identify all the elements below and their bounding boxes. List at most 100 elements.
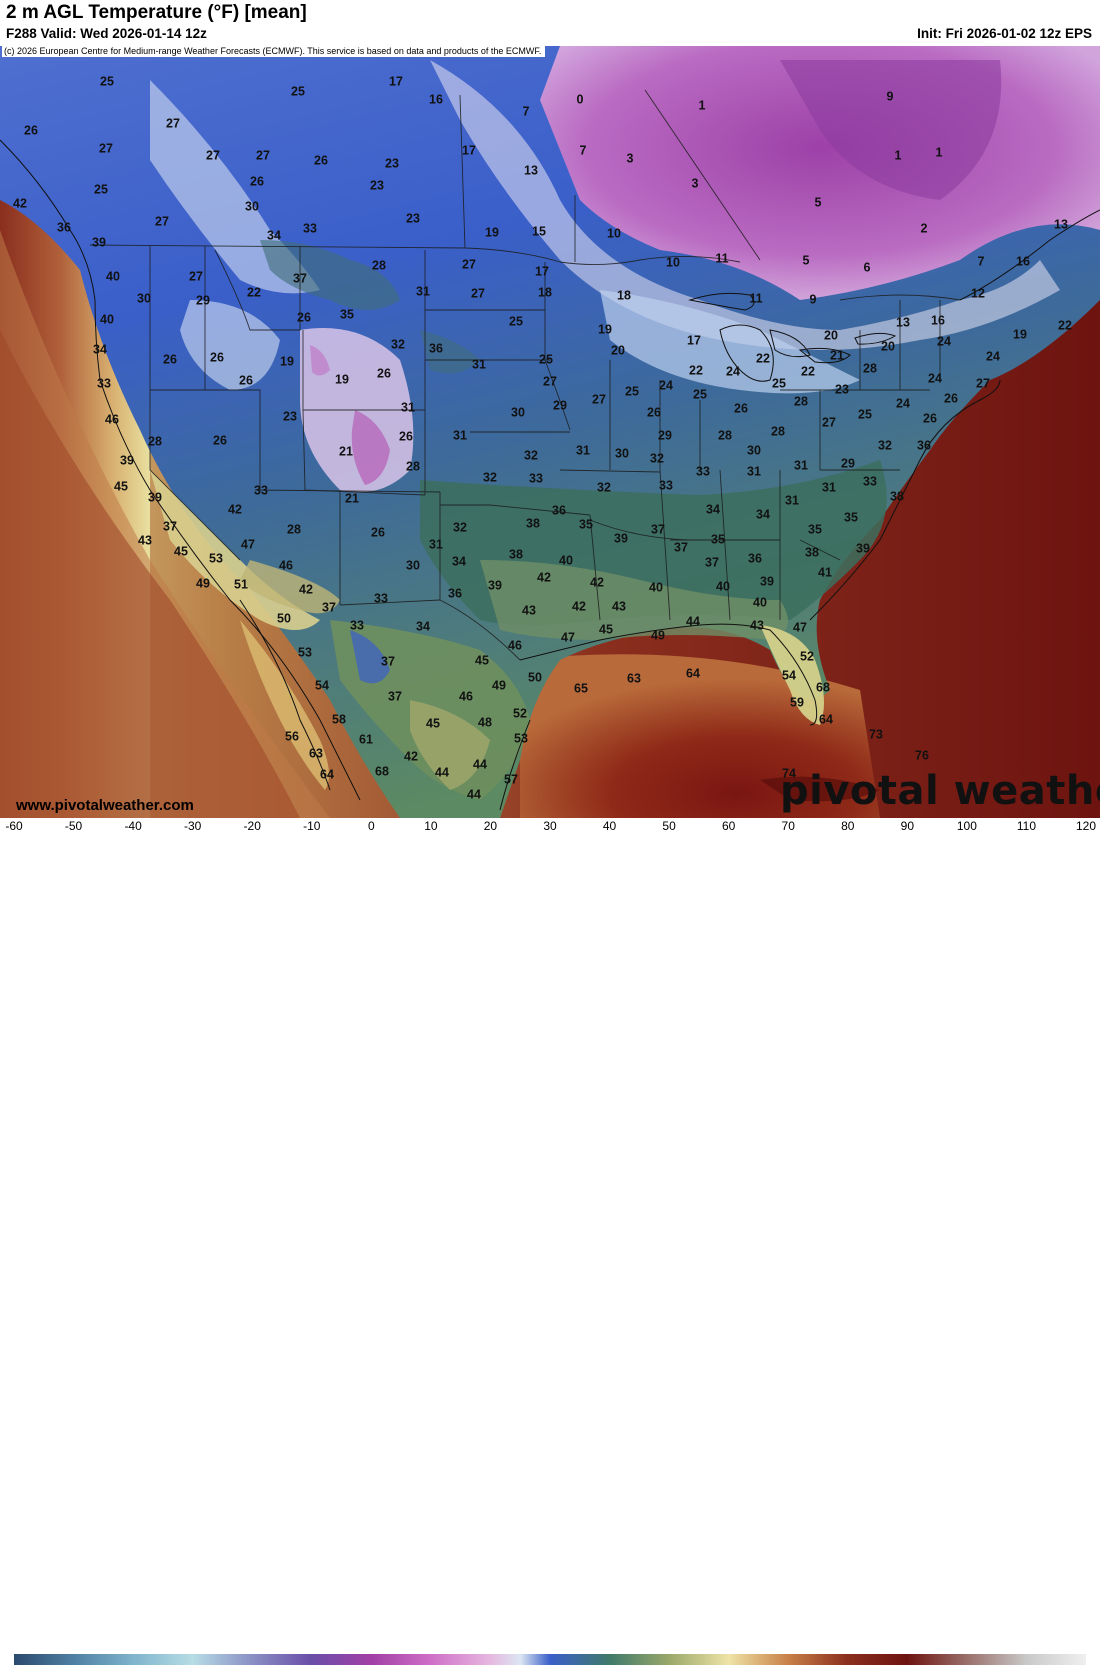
site-url[interactable]: www.pivotalweather.com <box>16 797 194 814</box>
temperature-label: 10 <box>607 226 621 240</box>
color-scale-tick: -60 <box>5 819 23 833</box>
temperature-label: 40 <box>100 312 114 326</box>
color-scale-tick: 70 <box>781 819 795 833</box>
temperature-label: 35 <box>579 517 593 531</box>
temperature-label: 26 <box>647 405 661 419</box>
temperature-label: 27 <box>822 415 836 429</box>
temperature-label: 31 <box>472 357 486 371</box>
temperature-label: 22 <box>801 364 815 378</box>
temperature-label: 35 <box>808 522 822 536</box>
temperature-label: 53 <box>209 551 223 565</box>
temperature-label: 27 <box>206 148 220 162</box>
temperature-label: 64 <box>686 666 700 680</box>
temperature-label: 47 <box>241 537 255 551</box>
color-scale-tick: -50 <box>64 819 83 833</box>
temperature-label: 36 <box>429 341 443 355</box>
temperature-label: 24 <box>726 364 740 378</box>
temperature-label: 33 <box>696 464 710 478</box>
temperature-label: 25 <box>625 384 639 398</box>
temperature-label: 31 <box>429 537 443 551</box>
temperature-label: 40 <box>716 579 730 593</box>
temperature-label: 38 <box>805 545 819 559</box>
color-scale-tick: -30 <box>183 819 202 833</box>
temperature-label: 1 <box>699 98 706 112</box>
temperature-label: 24 <box>896 396 910 410</box>
temperature-label: 34 <box>267 228 281 242</box>
temperature-label: 26 <box>213 433 227 447</box>
temperature-label: 20 <box>881 339 895 353</box>
temperature-label: 26 <box>399 429 413 443</box>
temperature-label: 33 <box>659 478 673 492</box>
temperature-label: 36 <box>552 503 566 517</box>
color-scale-bar <box>14 1654 1086 1665</box>
temperature-label: 30 <box>615 446 629 460</box>
temperature-label: 11 <box>749 291 762 305</box>
temperature-map[interactable]: 25 25 17 16 0 7 9 1 26 27 27 27 27 26 23 17 7 3 1 1 25 26 23 13… <box>0 46 1100 818</box>
temperature-label: 32 <box>597 480 611 494</box>
temperature-label: 68 <box>375 764 389 778</box>
temperature-label: 27 <box>462 257 476 271</box>
temperature-label: 44 <box>686 614 700 628</box>
temperature-label: 31 <box>785 493 799 507</box>
temperature-label: 32 <box>650 451 664 465</box>
map-canvas <box>0 46 1100 818</box>
temperature-label: 30 <box>137 291 151 305</box>
temperature-label: 22 <box>756 351 770 365</box>
temperature-label: 33 <box>374 591 388 605</box>
temperature-label: 37 <box>293 271 307 285</box>
temperature-label: 27 <box>155 214 169 228</box>
temperature-label: 23 <box>835 382 849 396</box>
color-scale-tick: 100 <box>956 819 977 833</box>
map-title: 2 m AGL Temperature (°F) [mean] <box>6 2 307 23</box>
temperature-label: 33 <box>350 618 364 632</box>
temperature-label: 26 <box>944 391 958 405</box>
temperature-label: 26 <box>734 401 748 415</box>
temperature-label: 22 <box>689 363 703 377</box>
temperature-label: 31 <box>416 284 430 298</box>
color-scale: -60 -50 -40 -30 -20 -10 0 10 20 30 40 50 60 70 80 90 100… <box>0 818 1100 1665</box>
temperature-label: 27 <box>976 376 990 390</box>
temperature-label: 38 <box>526 516 540 530</box>
temperature-label: 50 <box>528 670 542 684</box>
color-scale-tick: -20 <box>243 819 261 833</box>
temperature-label: 20 <box>824 328 838 342</box>
temperature-label: 21 <box>830 348 844 362</box>
temperature-label: 32 <box>391 337 405 351</box>
temperature-label: 54 <box>315 678 329 692</box>
temperature-label: 44 <box>473 757 487 771</box>
temperature-label: 39 <box>148 490 162 504</box>
color-scale-tick: 20 <box>483 819 498 833</box>
temperature-label: 25 <box>100 74 114 88</box>
temperature-label: 39 <box>92 235 106 249</box>
temperature-label: 52 <box>800 649 814 663</box>
temperature-label: 37 <box>674 540 688 554</box>
temperature-label: 42 <box>590 575 604 589</box>
temperature-label: 37 <box>388 689 402 703</box>
temperature-label: 42 <box>537 570 551 584</box>
temperature-label: 17 <box>687 333 701 347</box>
temperature-label: 31 <box>822 480 836 494</box>
temperature-label: 37 <box>381 654 395 668</box>
temperature-label: 34 <box>756 507 770 521</box>
temperature-label: 68 <box>816 680 830 694</box>
temperature-label: 32 <box>878 438 892 452</box>
color-scale-tick: 90 <box>900 819 915 833</box>
temperature-label: 63 <box>627 671 641 685</box>
temperature-label: 24 <box>659 378 673 392</box>
temperature-label: 26 <box>239 373 253 387</box>
temperature-label: 35 <box>844 510 858 524</box>
color-scale-tick: 30 <box>543 819 557 833</box>
temperature-label: 26 <box>377 366 391 380</box>
temperature-label: 21 <box>345 491 359 505</box>
temperature-label: 45 <box>599 622 613 636</box>
temperature-label: 24 <box>928 371 942 385</box>
color-scale-tick: 80 <box>841 819 855 833</box>
temperature-label: 65 <box>574 681 588 695</box>
header-bar: 2 m AGL Temperature (°F) [mean] F288 Val… <box>0 0 1100 46</box>
temperature-label: 7 <box>523 104 530 118</box>
temperature-label: 33 <box>97 376 111 390</box>
temperature-label: 27 <box>189 269 203 283</box>
temperature-label: 17 <box>462 143 476 157</box>
temperature-label: 28 <box>148 434 162 448</box>
temperature-label: 25 <box>858 407 872 421</box>
